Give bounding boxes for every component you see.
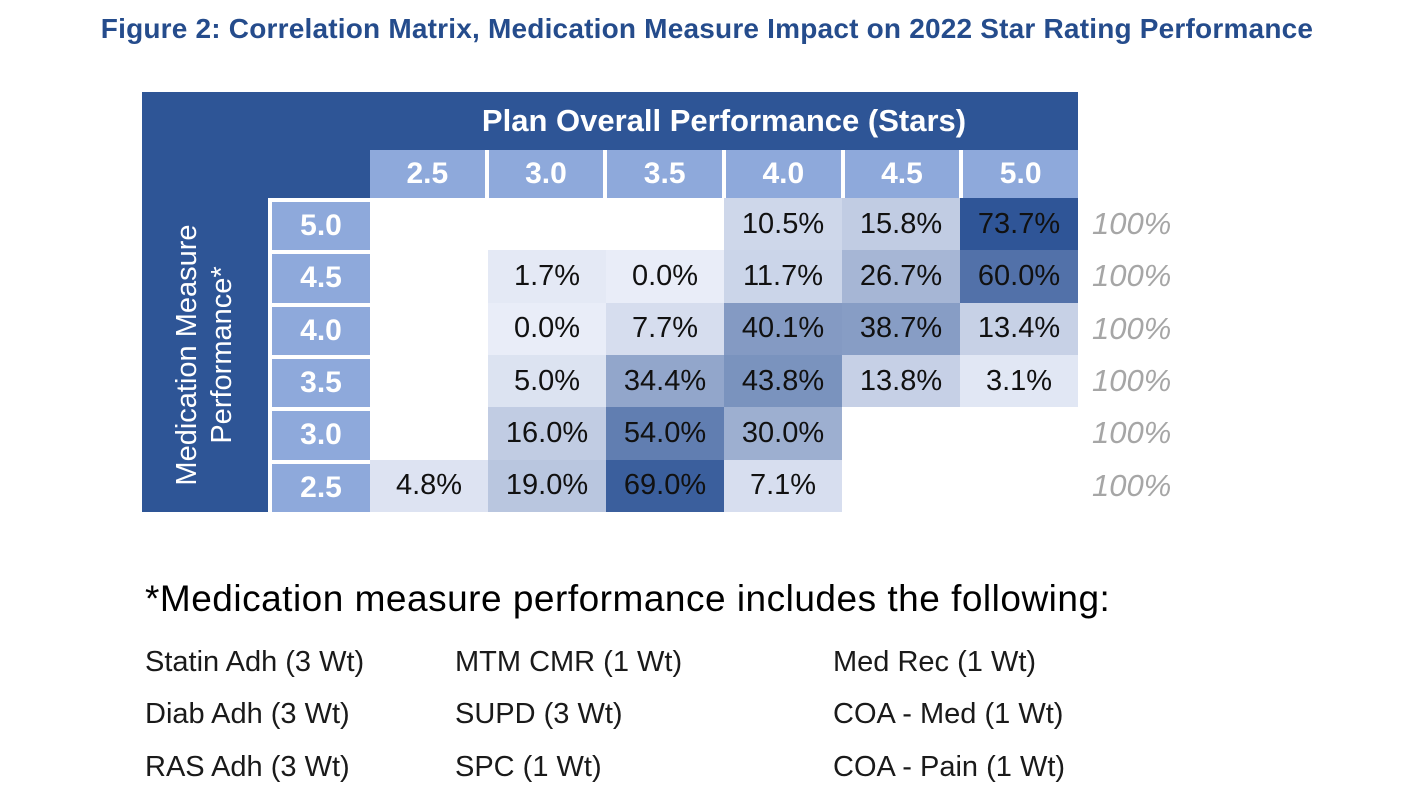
matrix-cell-r0c0 bbox=[370, 198, 488, 250]
row-header-2.5: 2.5 bbox=[268, 459, 370, 512]
row-total-5: 100% bbox=[1092, 467, 1172, 503]
row-header-3.0: 3.0 bbox=[268, 407, 370, 460]
footnote-item: SPC (1 Wt) bbox=[455, 750, 602, 783]
matrix-cell-r0c1 bbox=[488, 198, 606, 250]
matrix-data-grid: 10.5% 15.8% 73.7% 1.7% 0.0% 11.7% 26.7% 60.0% 0.… bbox=[370, 198, 1078, 512]
matrix-cell-r4c4 bbox=[842, 407, 960, 459]
row-axis-label: Medication Measure Performance* bbox=[142, 198, 268, 512]
matrix-cell-r5c1: 19.0% bbox=[488, 459, 606, 512]
matrix-cell-r5c0: 4.8% bbox=[370, 459, 488, 512]
matrix-cell-r1c0 bbox=[370, 250, 488, 302]
matrix-cell-r1c5: 60.0% bbox=[960, 250, 1078, 303]
row-header-5.0: 5.0 bbox=[268, 198, 370, 251]
matrix-cell-r3c3: 43.8% bbox=[724, 354, 842, 408]
footnote-item: COA - Med (1 Wt) bbox=[833, 698, 1064, 731]
col-header-2.5: 2.5 bbox=[370, 150, 485, 198]
col-header-4.0: 4.0 bbox=[725, 150, 841, 198]
matrix-cell-r3c4: 13.8% bbox=[842, 354, 960, 408]
row-axis-label-text: Medication Measure Performance* bbox=[170, 224, 238, 486]
matrix-cell-r2c2: 7.7% bbox=[606, 302, 724, 355]
matrix-cell-r3c1: 5.0% bbox=[488, 354, 606, 408]
row-total-2: 100% bbox=[1092, 310, 1172, 346]
matrix-cell-r0c5: 73.7% bbox=[960, 198, 1078, 251]
matrix-cell-r1c4: 26.7% bbox=[842, 250, 960, 303]
matrix-cell-r0c3: 10.5% bbox=[724, 198, 842, 251]
row-header-3.5: 3.5 bbox=[268, 354, 370, 408]
footnote-list: Statin Adh (3 Wt) MTM CMR (1 Wt) Med Rec… bbox=[145, 636, 1255, 794]
matrix-cell-r3c2: 34.4% bbox=[606, 354, 724, 408]
footnote-heading: *Medication measure performance includes… bbox=[145, 578, 1111, 619]
matrix-cell-r5c4 bbox=[842, 460, 960, 512]
matrix-cell-r4c3: 30.0% bbox=[724, 407, 842, 460]
matrix-cell-r5c2: 69.0% bbox=[606, 459, 724, 512]
matrix-cell-r2c1: 0.0% bbox=[488, 302, 606, 355]
col-header-3.0: 3.0 bbox=[488, 150, 604, 198]
col-axis-title: Plan Overall Performance (Stars) bbox=[481, 103, 967, 138]
matrix-cell-r2c4: 38.7% bbox=[842, 302, 960, 355]
matrix-cell-r2c5: 13.4% bbox=[960, 302, 1078, 355]
matrix-cell-r2c0 bbox=[370, 303, 488, 355]
matrix-header-bar bbox=[142, 92, 1078, 150]
footnote-item: Diab Adh (3 Wt) bbox=[145, 698, 350, 731]
col-header-4.5: 4.5 bbox=[844, 150, 960, 198]
matrix-cell-r4c5 bbox=[960, 407, 1078, 459]
footnote-item: COA - Pain (1 Wt) bbox=[833, 750, 1066, 783]
footnote-item: Med Rec (1 Wt) bbox=[833, 645, 1037, 678]
matrix-cell-r4c0 bbox=[370, 407, 488, 459]
matrix-cell-r1c1: 1.7% bbox=[488, 250, 606, 303]
footnote-item: Statin Adh (3 Wt) bbox=[145, 645, 365, 678]
matrix-cell-r4c1: 16.0% bbox=[488, 407, 606, 460]
row-totals: 100% 100% 100% 100% 100% 100% bbox=[1092, 198, 1202, 512]
row-total-4: 100% bbox=[1092, 415, 1172, 451]
matrix-cell-r3c0 bbox=[370, 355, 488, 407]
column-headers: 2.5 3.0 3.5 4.0 4.5 5.0 bbox=[370, 150, 1078, 198]
row-total-3: 100% bbox=[1092, 363, 1172, 399]
matrix-cell-r5c5 bbox=[960, 460, 1078, 512]
matrix-cell-r0c4: 15.8% bbox=[842, 198, 960, 251]
matrix-cell-r2c3: 40.1% bbox=[724, 302, 842, 355]
col-header-3.5: 3.5 bbox=[607, 150, 722, 198]
matrix-cell-r0c2 bbox=[606, 198, 724, 250]
row-headers: 5.0 4.5 4.0 3.5 3.0 2.5 bbox=[268, 198, 370, 512]
matrix-cell-r1c3: 11.7% bbox=[724, 250, 842, 303]
figure-title: Figure 2: Correlation Matrix, Medication… bbox=[100, 13, 1314, 44]
row-total-0: 100% bbox=[1092, 206, 1172, 242]
footnote-item: MTM CMR (1 Wt) bbox=[455, 645, 683, 678]
col-header-5.0: 5.0 bbox=[963, 150, 1078, 198]
matrix-cell-r1c2: 0.0% bbox=[606, 250, 724, 303]
footnote-item: SUPD (3 Wt) bbox=[455, 698, 623, 731]
row-axis-label-band bbox=[142, 198, 268, 512]
footnote-item: RAS Adh (3 Wt) bbox=[145, 750, 350, 783]
row-total-1: 100% bbox=[1092, 258, 1172, 294]
matrix-cell-r4c2: 54.0% bbox=[606, 407, 724, 460]
row-header-4.0: 4.0 bbox=[268, 302, 370, 355]
row-header-4.5: 4.5 bbox=[268, 250, 370, 303]
matrix-cell-r3c5: 3.1% bbox=[960, 354, 1078, 408]
matrix-corner bbox=[142, 150, 370, 198]
matrix-cell-r5c3: 7.1% bbox=[724, 459, 842, 512]
